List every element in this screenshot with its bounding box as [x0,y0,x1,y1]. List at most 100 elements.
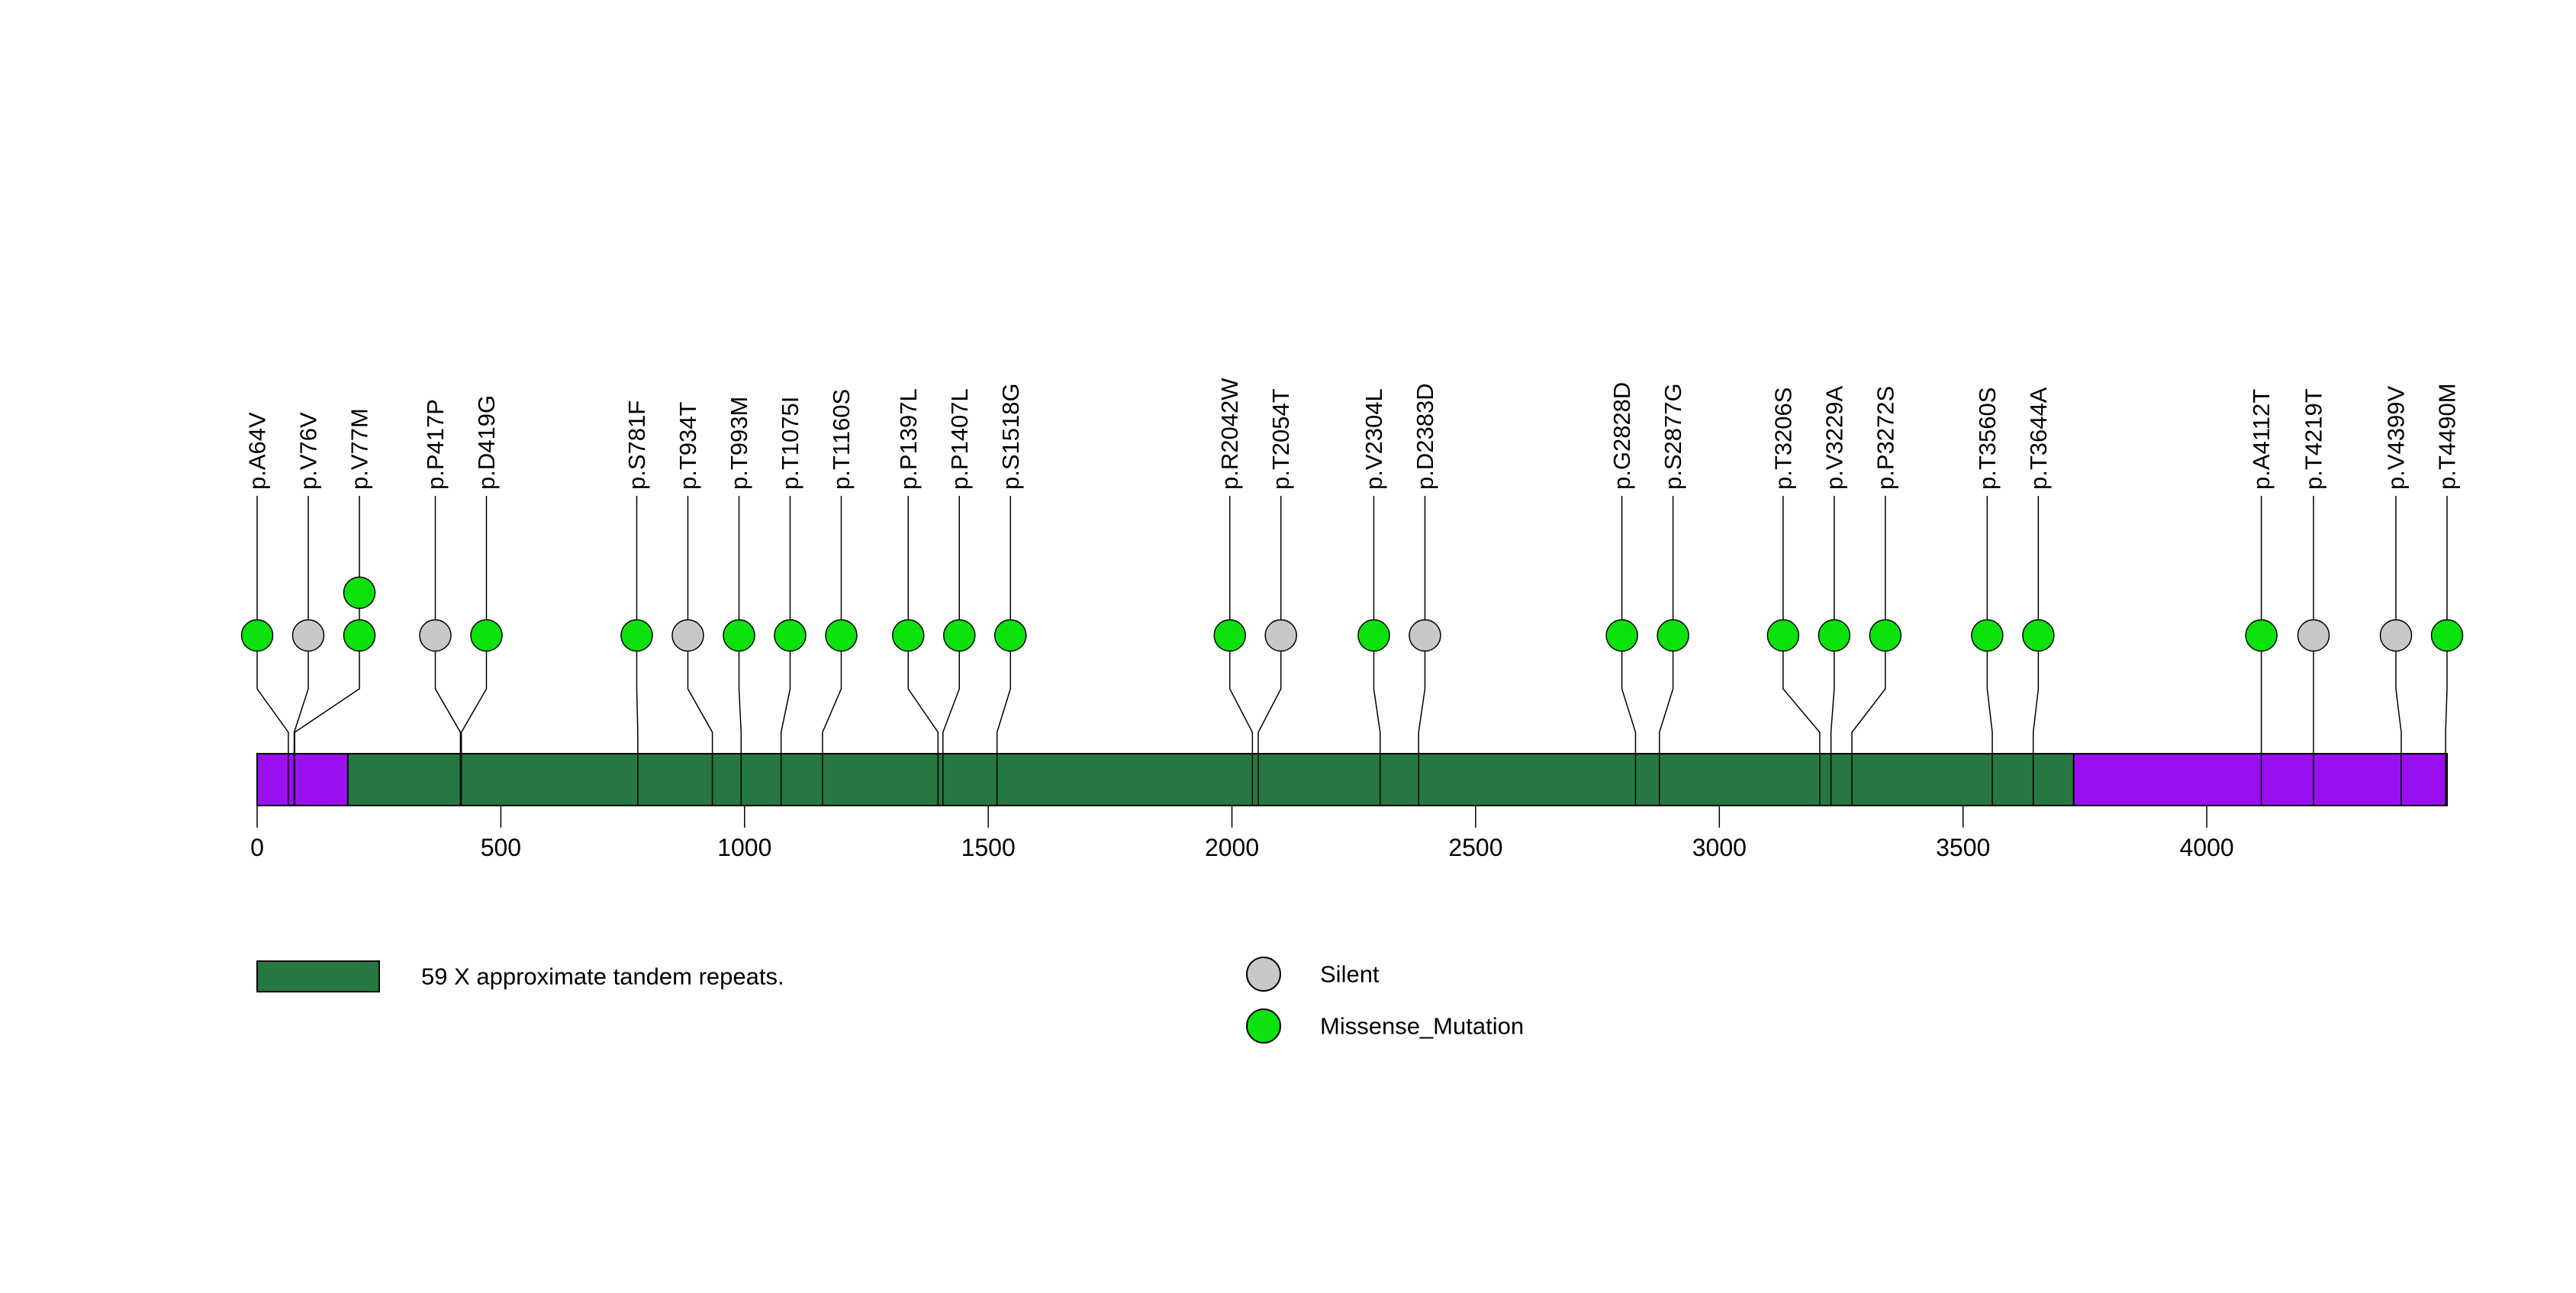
axis-tick-label: 1500 [961,834,1016,861]
axis-tick-label: 2500 [1448,834,1502,861]
lollipop-stem [256,496,289,806]
missense-mutation-circle [1818,619,1851,652]
mutation-label: p.T3560S [1974,388,2001,490]
mutation-label: p.V2304L [1360,388,1387,490]
lollipop-stem [1621,496,1637,806]
silent-mutation-circle [1409,619,1441,652]
silent-mutation-circle [2297,619,2330,652]
axis-tick-label: 0 [250,834,264,861]
lollipop-stem [1373,496,1381,806]
axis-tick-label: 3000 [1692,834,1747,861]
mutation-label: p.T4219T [2300,388,2326,490]
silent-mutation-circle [2379,619,2413,652]
lollipop-stem [1986,496,1993,806]
missense-mutation-circle [774,619,807,652]
missense-mutation-circle [1605,619,1638,652]
mutation-label: p.P1397L [895,388,922,490]
mutation-label: p.D419G [473,395,500,490]
axis-tick-label: 1000 [717,834,771,861]
missense-mutation-circle [943,619,976,652]
protein-backbone-group [256,753,2448,806]
tandem-repeats-domain [346,753,2075,806]
lollipop-stem [907,496,939,806]
mutation-label: p.A64V [244,412,271,490]
axis-tick-label: 500 [481,834,521,861]
mutation-label: p.P1407L [946,388,973,490]
missense-mutation-circle [240,619,274,652]
lollipop-stem [942,496,961,806]
mutation-label: p.S1518G [997,383,1024,490]
mutation-label: p.T1160S [828,389,855,490]
missense-mutation-circle [470,619,503,652]
lollipop-stems-group [256,496,2448,806]
legend-group: 59 X approximate tandem repeats. Silent … [256,957,1524,1044]
lollipop-stem [1830,496,1835,806]
mutation-label: p.T993M [726,397,752,490]
x-axis-group: 0 500 1000 1500 2000 2500 3000 3500 4000 [250,806,2234,861]
lollipop-stem [636,496,639,806]
axis-tick-label: 2000 [1205,834,1259,861]
missense-mutation-circle [2430,619,2464,652]
mutation-label: p.V4399V [2383,386,2410,490]
missense-mutation-circle [2022,619,2055,652]
lollipop-stem [460,496,488,806]
mutation-label: p.T1075I [777,397,803,490]
missense-mutation-circle [1657,619,1689,652]
missense-legend-swatch [1246,1008,1281,1044]
lollipop-stem [1228,496,1254,806]
missense-mutation-circle [1213,619,1246,652]
silent-mutation-circle [671,619,704,652]
mutation-label: p.D2383D [1412,383,1438,490]
domain-legend-label: 59 X approximate tandem repeats. [421,963,784,990]
lollipop-circles-group [240,576,2464,652]
lollipop-stem [2395,496,2402,806]
mutation-labels-group: p.A64V p.V76V p.V77M p.P417P p.D419G p.S781F p… [244,378,2461,490]
axis-tick-label: 4000 [2179,834,2233,861]
lollipop-stem [2032,496,2040,806]
missense-mutation-circle [892,619,925,652]
mutation-label: p.P3272S [1872,386,1898,490]
mutation-label: p.S2877G [1660,383,1686,490]
missense-mutation-circle [723,619,755,652]
axis-tick-label: 3500 [1936,834,1990,861]
lollipop-stem [780,496,791,806]
lollipop-stem [1658,496,1674,806]
mutation-label: p.T3206S [1769,388,1796,490]
missense-mutation-circle [343,576,376,610]
lollipop-stem [738,496,742,806]
lollipop-stem [1851,496,1886,806]
mutation-label: p.V3229A [1821,386,1847,490]
silent-legend-label: Silent [1320,961,1380,988]
mutation-label: p.T3644A [2025,387,2052,490]
mutation-label: p.R2042W [1216,378,1243,490]
silent-legend-swatch [1246,957,1281,992]
lollipop-stem [1418,496,1426,806]
missense-legend-label: Missense_Mutation [1320,1013,1524,1040]
lollipop-stem [996,496,1012,806]
mutation-label: p.A4112T [2248,389,2275,490]
lollipop-stem [822,496,842,806]
silent-mutation-circle [1264,619,1297,652]
missense-mutation-circle [1869,619,1902,652]
missense-mutation-circle [994,619,1027,652]
missense-mutation-circle [1357,619,1390,652]
lollipop-stem [1257,496,1282,806]
lollipop-stem [1782,496,1821,806]
lollipop-stem [687,496,713,806]
missense-mutation-circle [1766,619,1800,652]
lollipop-stem [2445,496,2448,806]
missense-mutation-circle [343,619,376,652]
silent-mutation-circle [291,619,325,652]
mutation-label: p.S781F [623,400,650,490]
missense-mutation-circle [620,619,653,652]
missense-mutation-circle [825,619,858,652]
domain-legend-swatch [256,960,380,992]
mutation-label: p.G2828D [1608,382,1635,490]
mutation-label: p.V77M [346,408,373,490]
lollipop-stem [434,496,462,806]
mutation-label: p.T4490M [2434,383,2461,490]
missense-mutation-circle [2245,619,2278,652]
mutation-label: p.T2054T [1267,388,1294,490]
